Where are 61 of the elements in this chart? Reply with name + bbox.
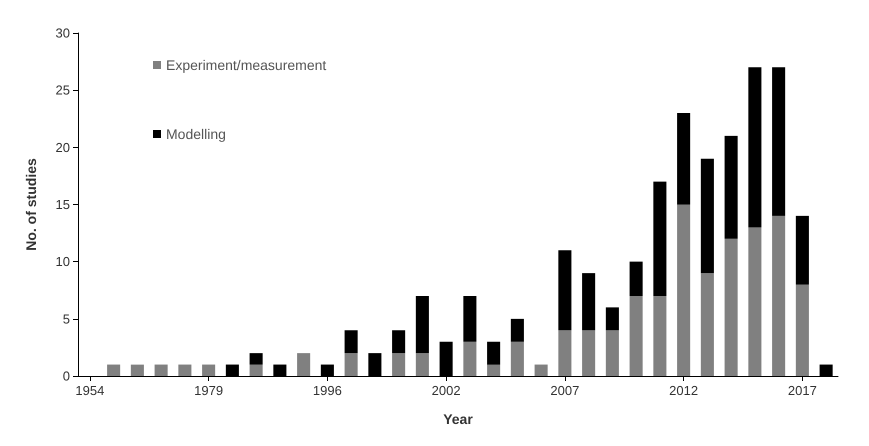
bar [724,136,738,239]
y-tick-label: 5 [62,311,70,326]
bar [416,353,429,376]
bar [558,250,572,330]
x-tick-label: 2012 [669,383,698,398]
bar [250,353,263,365]
bar [630,262,643,296]
bar [677,113,690,204]
bar [558,330,572,376]
bar [344,353,358,376]
bar [250,364,263,376]
bar [796,284,809,376]
bar [700,158,714,274]
bar [392,330,406,354]
bar [653,296,666,376]
bar [510,318,524,342]
bar [677,204,690,376]
y-tick-label: 25 [56,82,70,98]
bar [534,364,548,376]
bar [772,216,786,376]
y-tick-label: 15 [56,197,70,212]
bar [606,330,619,376]
bar [748,227,762,376]
bar [510,342,524,376]
y-tick-label: 0 [62,368,70,384]
y-tick-label: 20 [56,140,70,155]
bar [202,364,216,376]
legend-label: Modelling [166,126,226,142]
bar [130,364,144,376]
bar [748,67,762,228]
y-axis-title: No. of studies [23,158,39,251]
bar [487,342,500,365]
bar [178,364,192,376]
bar [107,364,120,376]
x-tick-label: 1979 [194,383,224,398]
bar [582,330,596,376]
bar [700,273,714,376]
bar [630,296,643,376]
bar [416,296,429,354]
bar [463,296,476,342]
x-tick-label: 2007 [550,383,580,398]
bar [344,330,358,354]
legend-label: Experiment/measurement [166,57,326,73]
bar [487,364,500,376]
x-tick-label: 2002 [432,383,461,398]
y-tick-label: 30 [56,26,70,40]
bar [392,353,406,376]
bar [582,273,596,330]
y-tick-label: 10 [56,254,70,270]
bar [297,353,310,376]
bar [653,182,666,296]
bar [463,342,476,376]
bar [606,307,619,330]
x-tick-label: 1954 [75,383,104,398]
bar [796,216,809,285]
x-tick-label: 2017 [788,383,817,398]
x-tick-label: 1996 [312,383,342,398]
bar [724,238,738,376]
bar [154,364,168,376]
x-axis-title: Year [443,411,474,427]
bar [772,67,786,216]
